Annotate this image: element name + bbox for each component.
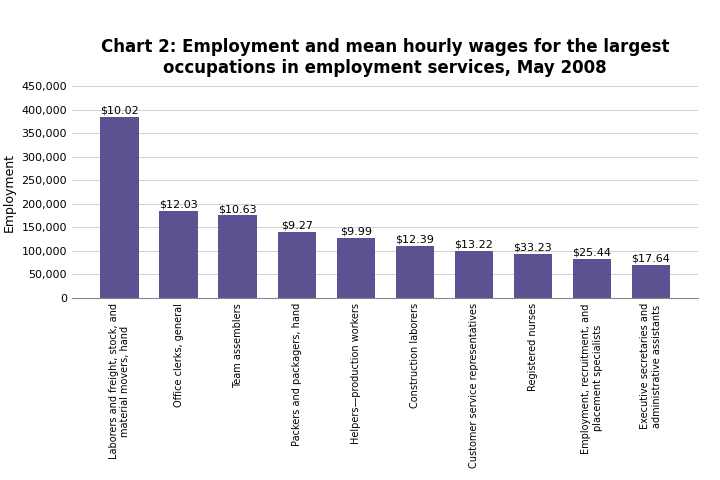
Bar <box>218 216 257 298</box>
Text: $25.44: $25.44 <box>572 248 611 258</box>
Text: $12.03: $12.03 <box>159 199 198 209</box>
Bar <box>513 254 552 298</box>
Text: $9.27: $9.27 <box>281 220 312 230</box>
Text: $9.99: $9.99 <box>340 226 372 236</box>
Bar <box>336 238 375 298</box>
Bar <box>454 251 493 298</box>
Bar <box>395 246 434 298</box>
Bar <box>101 117 139 298</box>
Text: $33.23: $33.23 <box>513 242 552 252</box>
Bar <box>160 211 198 298</box>
Y-axis label: Employment: Employment <box>3 153 16 231</box>
Text: $13.22: $13.22 <box>454 239 493 249</box>
Bar <box>277 232 316 298</box>
Bar <box>631 265 670 298</box>
Text: $10.63: $10.63 <box>218 204 257 214</box>
Title: Chart 2: Employment and mean hourly wages for the largest
occupations in employm: Chart 2: Employment and mean hourly wage… <box>101 38 670 76</box>
Text: $12.39: $12.39 <box>395 235 434 245</box>
Bar <box>572 259 611 298</box>
Text: $17.64: $17.64 <box>631 253 670 264</box>
Text: $10.02: $10.02 <box>100 106 139 116</box>
